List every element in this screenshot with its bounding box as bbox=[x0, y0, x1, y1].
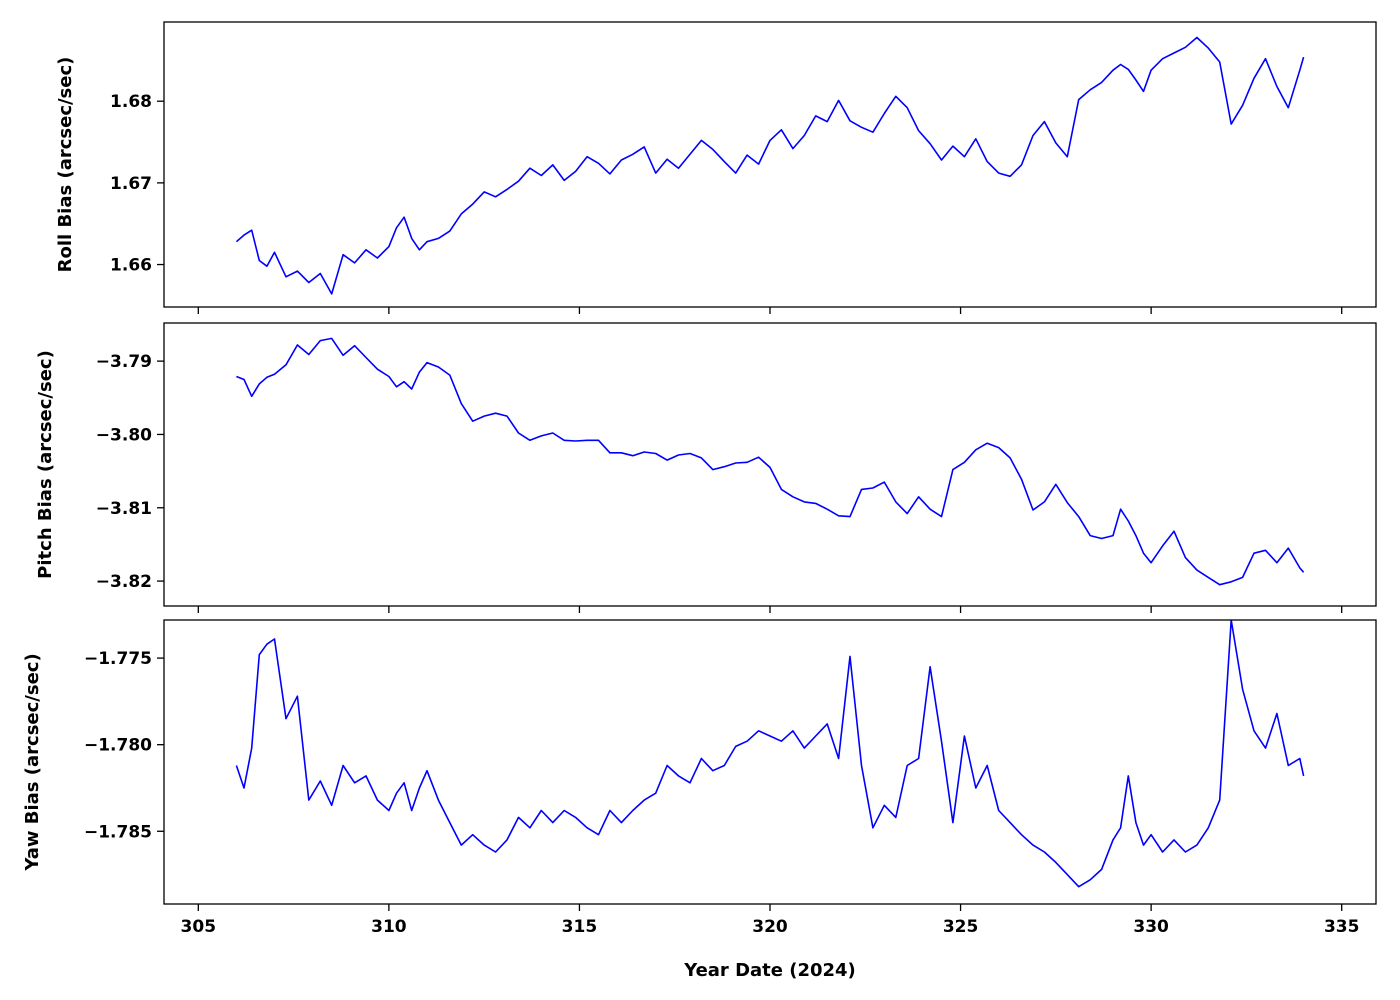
yaw-panel: 305 310 315 320 325 330 335 −1.785 −1.780 −1.775 Y… bbox=[22, 619, 1377, 981]
x-tick-label: 320 bbox=[752, 917, 788, 937]
yaw-bias-series-line bbox=[235, 620, 1305, 888]
pitch-y-axis-label: Pitch Bias (arcsec/sec) bbox=[35, 350, 56, 579]
x-tick-label: 325 bbox=[943, 917, 979, 937]
roll-y-tick-label: 1.66 bbox=[110, 256, 152, 276]
x-tick-label: 335 bbox=[1324, 917, 1360, 937]
x-axis-label: Year Date (2024) bbox=[683, 960, 856, 981]
x-tick-label: 330 bbox=[1133, 917, 1169, 937]
yaw-axes-frame bbox=[163, 619, 1377, 905]
roll-panel: 1.66 1.67 1.68 Roll Bias (arcsec/sec) bbox=[55, 21, 1377, 314]
roll-bias-series-line bbox=[235, 36, 1305, 295]
roll-axes-frame bbox=[163, 21, 1377, 308]
pitch-y-tick-label: −3.79 bbox=[96, 352, 152, 372]
roll-y-tick-label: 1.68 bbox=[110, 92, 152, 112]
x-tick-label: 310 bbox=[371, 917, 407, 937]
pitch-panel: −3.82 −3.81 −3.80 −3.79 Pitch Bias (arcsec/s… bbox=[35, 322, 1377, 613]
roll-y-axis-label: Roll Bias (arcsec/sec) bbox=[55, 57, 76, 273]
yaw-y-axis-label: Yaw Bias (arcsec/sec) bbox=[22, 653, 43, 871]
yaw-y-tick-label: −1.775 bbox=[84, 649, 152, 669]
yaw-y-tick-label: −1.785 bbox=[84, 822, 152, 842]
roll-y-tick-label: 1.67 bbox=[110, 174, 152, 194]
pitch-y-tick-label: −3.81 bbox=[96, 499, 152, 519]
pitch-y-tick-label: −3.80 bbox=[96, 425, 152, 445]
x-tick-label: 315 bbox=[562, 917, 598, 937]
x-tick-label: 305 bbox=[181, 917, 217, 937]
pitch-y-tick-label: −3.82 bbox=[96, 572, 152, 592]
yaw-y-tick-label: −1.780 bbox=[84, 736, 152, 756]
pitch-bias-series-line bbox=[236, 337, 1305, 586]
pitch-axes-frame bbox=[163, 322, 1377, 607]
